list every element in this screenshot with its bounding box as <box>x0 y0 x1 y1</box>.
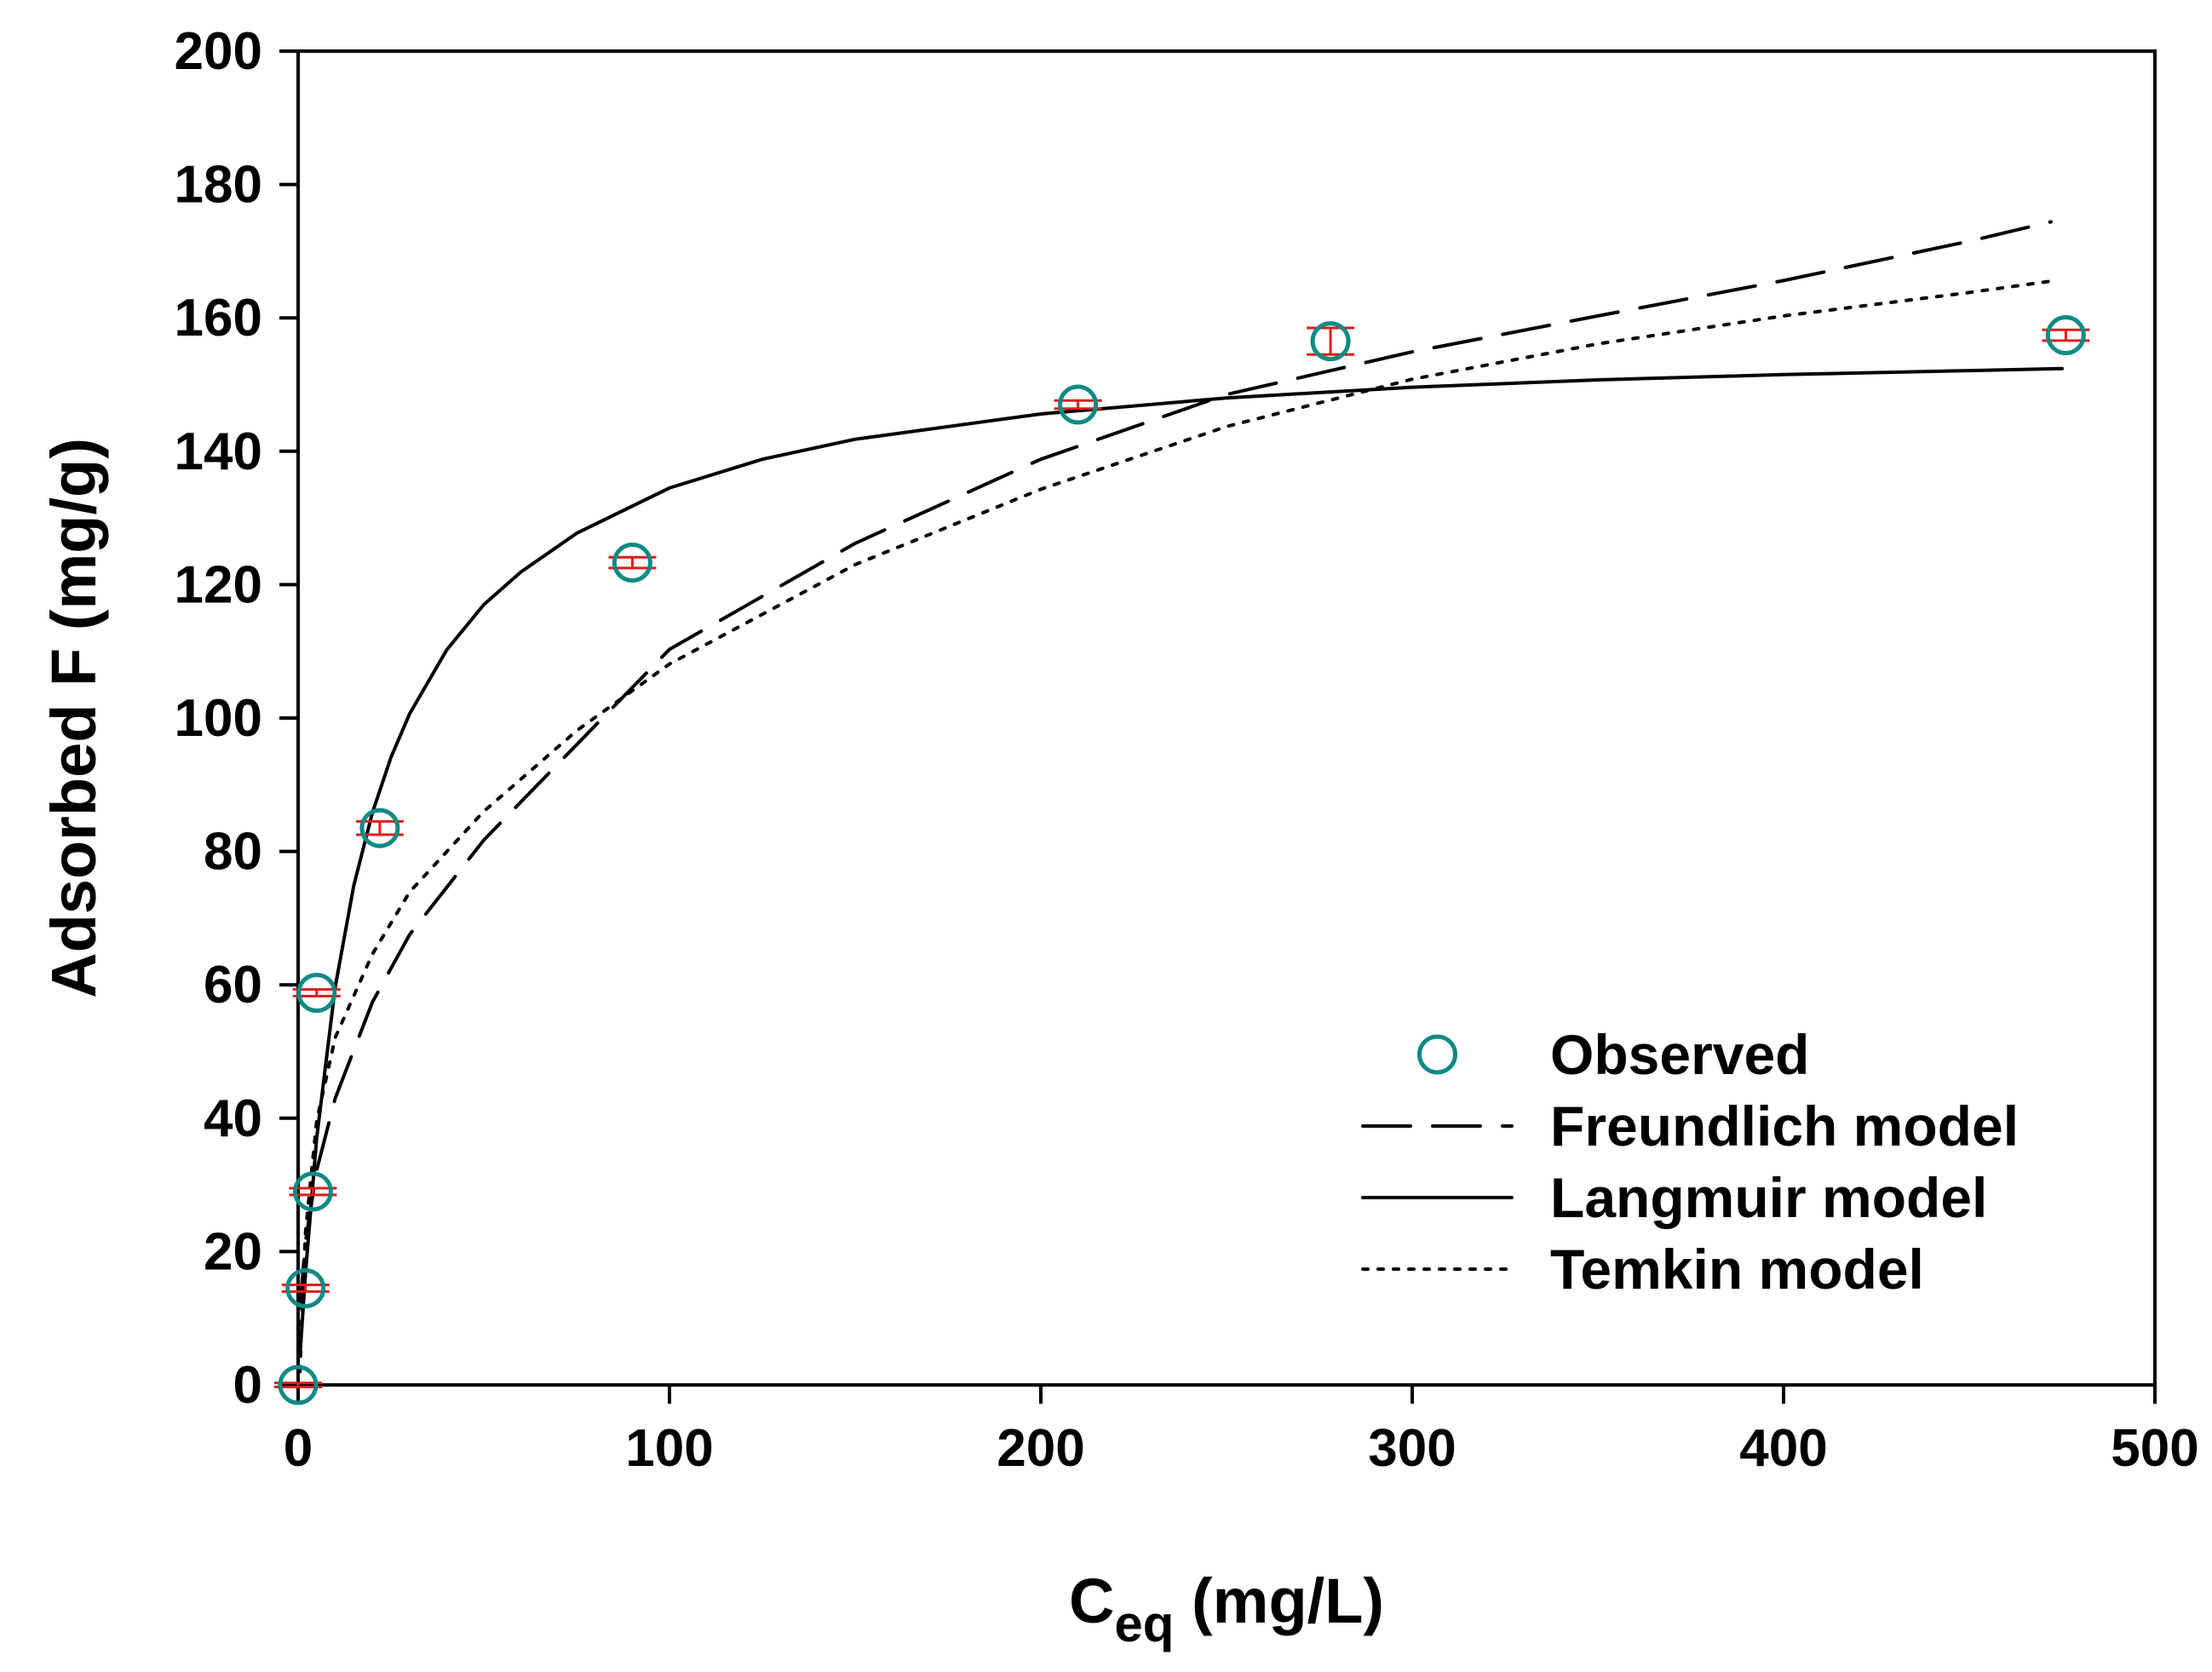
y-tick-label: 40 <box>204 1089 262 1148</box>
observed-points <box>274 315 2090 1405</box>
observed-point <box>292 1171 333 1212</box>
observed-point <box>612 543 652 583</box>
observed-point-group <box>289 1171 337 1212</box>
y-tick-label: 140 <box>175 422 262 481</box>
observed-point <box>1058 384 1099 425</box>
y-tick-label: 200 <box>175 22 262 81</box>
x-axis-title-main: C <box>1069 1566 1114 1636</box>
observed-point <box>285 1267 326 1308</box>
y-tick-label: 80 <box>204 823 262 882</box>
x-tick-label: 0 <box>284 1419 313 1478</box>
observed-point-group <box>355 807 404 848</box>
y-tick-label: 20 <box>204 1222 262 1281</box>
legend-label-temkin-model: Temkin model <box>1550 1238 1924 1301</box>
observed-point <box>278 1365 319 1405</box>
y-tick-label: 160 <box>175 289 262 348</box>
y-tick-label: 120 <box>175 555 262 614</box>
x-axis-title-units: (mg/L) <box>1174 1566 1384 1636</box>
x-axis-title-subscript: eq <box>1114 1595 1174 1652</box>
langmuir-model-curve <box>298 366 2064 1357</box>
observed-point-group <box>281 1267 330 1308</box>
observed-point <box>296 973 337 1014</box>
legend-label-observed: Observed <box>1550 1023 1809 1086</box>
model-curves <box>298 220 2064 1374</box>
y-tick-label: 0 <box>233 1356 262 1415</box>
legend-swatch-observed <box>1417 1034 1457 1075</box>
observed-point <box>359 807 400 848</box>
y-tick-label: 100 <box>175 689 262 748</box>
legend: Observed Freundlich model Langmuir model Te… <box>1361 1023 2019 1301</box>
y-axis-title: Adsorbed F (mg/g) <box>38 438 109 998</box>
x-tick-label: 100 <box>625 1419 713 1478</box>
observed-point-group <box>2042 315 2090 356</box>
freundlich-model-curve <box>298 220 2053 1310</box>
x-tick-label: 400 <box>1739 1419 1827 1478</box>
observed-point-group <box>608 543 657 583</box>
observed-point <box>1310 321 1351 362</box>
x-tick-label: 200 <box>997 1419 1084 1478</box>
observed-point-group <box>274 1365 322 1405</box>
axis-ticks: 0 20 40 60 80 100 120 140 160 180 200 0 100 200 300 400… <box>175 22 2199 1478</box>
observed-point-group <box>1054 384 1102 425</box>
legend-label-freundlich-model: Freundlich model <box>1550 1095 2019 1158</box>
legend-label-langmuir-model: Langmuir model <box>1550 1166 1987 1229</box>
x-axis-title: Ceq (mg/L) <box>1069 1566 1384 1652</box>
x-tick-label: 500 <box>2111 1419 2198 1478</box>
y-tick-label: 60 <box>204 956 262 1014</box>
observed-point-group <box>1307 321 1355 362</box>
x-tick-label: 300 <box>1368 1419 1456 1478</box>
observed-point-group <box>292 973 341 1014</box>
temkin-model-curve <box>298 279 2053 1374</box>
observed-point <box>2045 315 2086 356</box>
y-tick-label: 180 <box>175 156 262 215</box>
